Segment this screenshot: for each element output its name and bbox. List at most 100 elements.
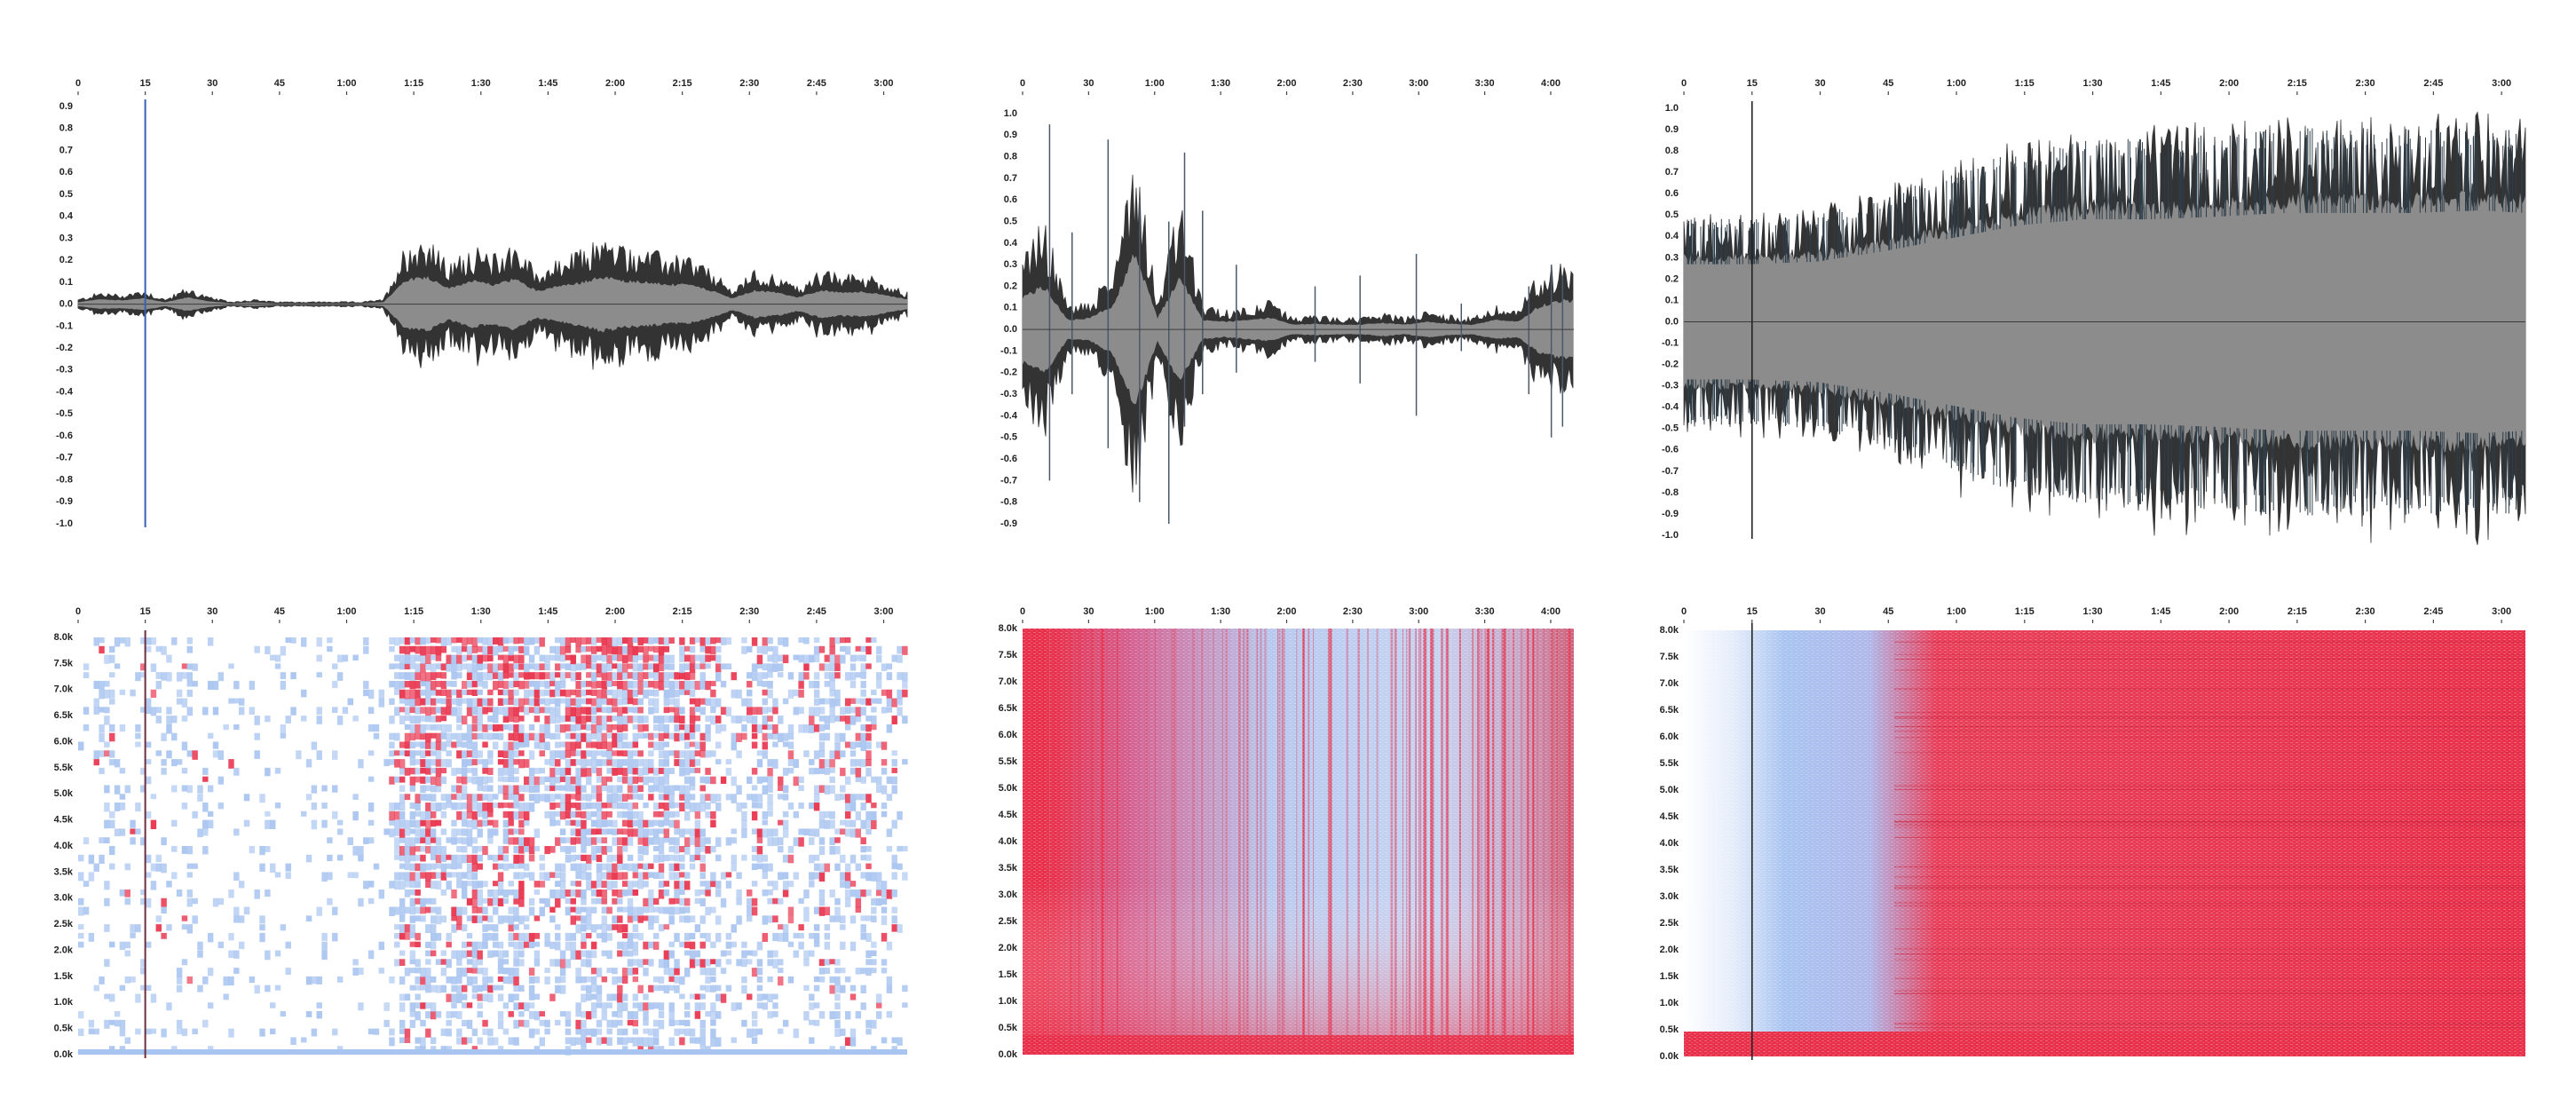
spectrogram-cell	[606, 707, 612, 714]
spectrogram-cell	[741, 811, 747, 821]
spectrogram-cell	[844, 707, 851, 715]
spectrogram-cell	[756, 776, 763, 784]
spectrogram-cell	[502, 663, 510, 673]
spectrogram-cell	[902, 689, 908, 698]
spectrogram-cell	[668, 811, 675, 818]
spectrogram-cell	[751, 663, 758, 673]
spectrogram-cell	[652, 985, 660, 992]
spectrogram-cell	[751, 672, 758, 682]
spectrogram-cell	[694, 654, 701, 661]
spectrogram-cell	[637, 732, 644, 739]
spectrogram-cell	[109, 698, 115, 705]
spectrogram-cell	[581, 1019, 587, 1029]
spectrogram-cell	[798, 932, 804, 939]
spectrogram-cell	[570, 837, 576, 845]
spectrogram-cell	[425, 819, 431, 829]
spectrogram-cell	[518, 741, 525, 748]
spectrogram-cell	[586, 663, 592, 669]
spectrogram-cell	[715, 985, 722, 992]
spectrogram-cell	[217, 672, 225, 682]
spectrogram-cell	[865, 759, 872, 767]
spectrogram-cell	[575, 924, 581, 934]
spectrogram-cell	[668, 750, 675, 756]
spectrogram-cell	[539, 689, 545, 697]
spectrogram-cell	[446, 680, 452, 687]
spectrogram-cell	[202, 828, 209, 836]
spectrogram-cell	[637, 680, 644, 690]
spectrogram-cell	[435, 732, 442, 743]
spectrogram-cell	[668, 976, 675, 983]
spectrogram-cell	[430, 881, 437, 890]
spectrogram-cell	[290, 672, 296, 680]
spectrogram-cell	[497, 872, 504, 882]
spectrogram-cell	[487, 689, 494, 696]
spectrogram-cell	[871, 941, 877, 948]
spectrogram-cell	[336, 854, 344, 861]
spectrogram-cell	[524, 759, 530, 768]
spectrogram-cell	[420, 1002, 426, 1009]
spectrogram-cell	[228, 889, 234, 898]
spectrogram-cell	[528, 707, 535, 714]
spectrogram-cell	[710, 654, 716, 661]
spectrogram-cell	[606, 759, 612, 766]
spectrogram-cell	[606, 924, 612, 931]
spectrogram-cell	[621, 950, 628, 957]
spectrogram-cell	[813, 654, 820, 663]
spectrogram-cell	[751, 863, 758, 871]
spectrogram-cell	[446, 837, 452, 843]
y-tick-label: 0.8	[1665, 146, 1679, 156]
spectrogram-cell	[446, 872, 452, 878]
spectrogram-cell	[751, 1037, 758, 1044]
spectrogram-cell	[301, 716, 307, 722]
spectrogram-cell	[109, 846, 115, 856]
spectrogram-cell	[477, 785, 483, 792]
spectrogram-cell	[663, 637, 670, 645]
spectrogram-cell	[679, 941, 685, 948]
spectrogram-cell	[772, 645, 778, 656]
spectrogram-cell	[767, 785, 773, 793]
spectrogram-cell	[736, 750, 742, 759]
spectrogram-cell	[207, 732, 214, 739]
spectrogram-cell	[778, 959, 784, 966]
spectrogram-cell	[555, 689, 561, 697]
spectrogram-cell	[596, 724, 603, 733]
spectrogram-cell	[109, 724, 115, 732]
spectrogram-cell	[829, 819, 835, 829]
spectrogram-cell	[668, 1019, 675, 1027]
spectrogram-cell	[621, 732, 628, 740]
spectrogram-cell	[637, 1046, 644, 1053]
spectrogram-cell	[637, 776, 644, 783]
spectrogram-cell	[409, 1011, 416, 1017]
spectrogram-cell	[518, 637, 525, 644]
spectrogram-cell	[787, 941, 794, 947]
spectrogram-cell	[601, 863, 608, 871]
spectrogram-cell	[404, 932, 411, 940]
spectrogram-cell	[352, 846, 359, 856]
spectrogram-cell	[539, 854, 545, 861]
spectrogram-cell	[508, 819, 514, 826]
spectrogram-cell	[420, 776, 426, 784]
spectrogram-1-panel: 0 15 30 45 1:00 1:15 1:30 1:45 2:00 2:15 2:30 2:45 3…	[54, 606, 908, 1060]
spectrogram-cell	[477, 803, 483, 812]
spectrogram-cell	[539, 750, 545, 757]
x-tick-label: 15	[1747, 78, 1758, 89]
spectrogram-cell	[524, 741, 530, 747]
spectrogram-cell	[881, 663, 888, 671]
spectrogram-cell	[674, 698, 680, 708]
spectrogram-cell	[741, 732, 747, 740]
spectrogram-cell	[658, 794, 665, 801]
spectrogram-cell	[627, 915, 634, 923]
spectrogram-cell	[409, 776, 416, 786]
spectrogram-cell	[549, 794, 556, 803]
spectrogram-cell	[420, 732, 426, 740]
spectrogram-cell	[394, 906, 400, 915]
spectrogram-texture	[1684, 630, 2525, 1056]
spectrogram-cell	[648, 898, 654, 907]
x-tick-label: 1:30	[471, 78, 491, 89]
spectrogram-cell	[658, 716, 665, 724]
spectrogram-cell	[383, 828, 390, 835]
spectrogram-cell	[793, 654, 800, 660]
spectrogram-cell	[508, 968, 514, 977]
spectrogram-cell	[601, 750, 608, 757]
y-tick-label: -0.5	[1662, 423, 1679, 434]
